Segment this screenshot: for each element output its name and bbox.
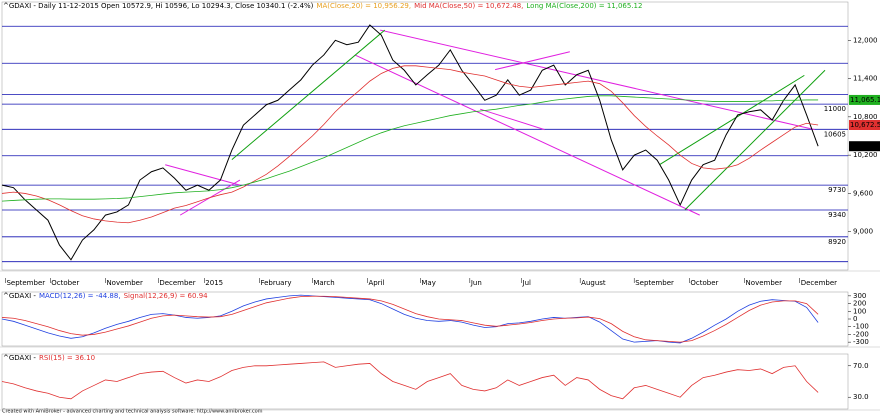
- series-line: [1, 95, 819, 202]
- footer: Created with AmiBroker - advanced charti…: [2, 409, 263, 415]
- x-tick-label: November: [106, 279, 143, 287]
- series-line: [1, 65, 819, 224]
- value-box-label: 10,340.1: [850, 142, 880, 150]
- x-tick-label: 2015: [205, 279, 223, 287]
- level-label: 9340: [828, 211, 846, 219]
- trend-line: [480, 108, 545, 131]
- legend-entry: Mid MA(Close,50) = 10,672.48,: [414, 2, 523, 10]
- value-box-label: 10,672.5: [850, 121, 880, 129]
- legend-entry: Signal(12,26,9) = 60.94: [124, 292, 209, 300]
- trend-line: [354, 54, 700, 216]
- title-text: ^GDAXI - Daily 11-12-2015 Open 10572.9, …: [3, 2, 314, 10]
- panel-frame: [1, 353, 849, 410]
- level-label: 10605: [824, 130, 846, 138]
- legend-entry: MA(Close,20) = 10,956.29,: [316, 2, 411, 10]
- y-tick-label: 10,200: [853, 151, 878, 159]
- legend-entry: MACD(12,26) = -44.88,: [39, 292, 121, 300]
- panel-title: ^GDAXI - RSI(15) = 36.10: [3, 354, 95, 362]
- title-text: ^GDAXI -: [3, 354, 36, 362]
- y-tick-label: 9,600: [853, 189, 873, 197]
- y-tick-label: -100: [853, 323, 869, 331]
- y-tick-label: 11,400: [853, 75, 878, 83]
- x-tick-label: May: [421, 279, 435, 287]
- level-label: 9730: [828, 186, 846, 194]
- x-tick-label: September: [635, 279, 674, 287]
- panel-title: ^GDAXI - MACD(12,26) = -44.88, Signal(12,2…: [3, 292, 208, 300]
- legend-entry: RSI(15) = 36.10: [39, 354, 95, 362]
- x-tick-label: October: [51, 279, 79, 287]
- y-tick-label: 100: [853, 307, 866, 315]
- x-tick-label: Jul: [522, 279, 532, 287]
- y-tick-label: 12,000: [853, 36, 878, 44]
- y-tick-label: -300: [853, 338, 869, 346]
- y-tick-label: 70.0: [853, 362, 869, 370]
- value-box-label: 11,065.1: [850, 96, 880, 104]
- y-tick-label: 9,000: [853, 228, 873, 236]
- value-box: [849, 94, 880, 105]
- x-tick-label: February: [260, 279, 291, 287]
- y-tick-label: 30.0: [853, 393, 869, 401]
- x-tick-label: Jun: [470, 279, 482, 287]
- panel-frame: [1, 1, 849, 271]
- trend-line: [659, 74, 805, 166]
- x-tick-label: September: [6, 279, 45, 287]
- y-tick-label: 300: [853, 292, 866, 300]
- x-tick-label: August: [581, 279, 606, 287]
- x-tick-label: March: [313, 279, 334, 287]
- level-label: 11000: [824, 105, 846, 113]
- trend-line: [495, 51, 570, 71]
- y-tick-label: 10,800: [853, 113, 878, 121]
- value-box: [849, 141, 880, 152]
- series-line: [1, 295, 819, 343]
- y-tick-label: 0: [853, 315, 857, 323]
- x-tick-label: December: [159, 279, 195, 287]
- x-tick-label: April: [369, 279, 385, 287]
- y-tick-label: 200: [853, 300, 866, 308]
- y-tick-label: -200: [853, 330, 869, 338]
- series-line: [1, 361, 819, 400]
- level-label: 8920: [828, 238, 846, 246]
- series-line: [1, 24, 819, 261]
- legend-entry: Long MA(Close,200) = 11,065.12: [526, 2, 642, 10]
- value-box: [849, 119, 880, 130]
- title-text: ^GDAXI -: [3, 292, 36, 300]
- x-tick-label: October: [690, 279, 718, 287]
- x-tick-label: November: [746, 279, 783, 287]
- trend-line: [231, 29, 386, 160]
- x-tick-label: December: [801, 279, 837, 287]
- trend-line: [380, 29, 815, 131]
- panel-title: ^GDAXI - Daily 11-12-2015 Open 10572.9, …: [3, 2, 642, 10]
- trend-line: [684, 69, 826, 211]
- trend-line: [165, 164, 241, 186]
